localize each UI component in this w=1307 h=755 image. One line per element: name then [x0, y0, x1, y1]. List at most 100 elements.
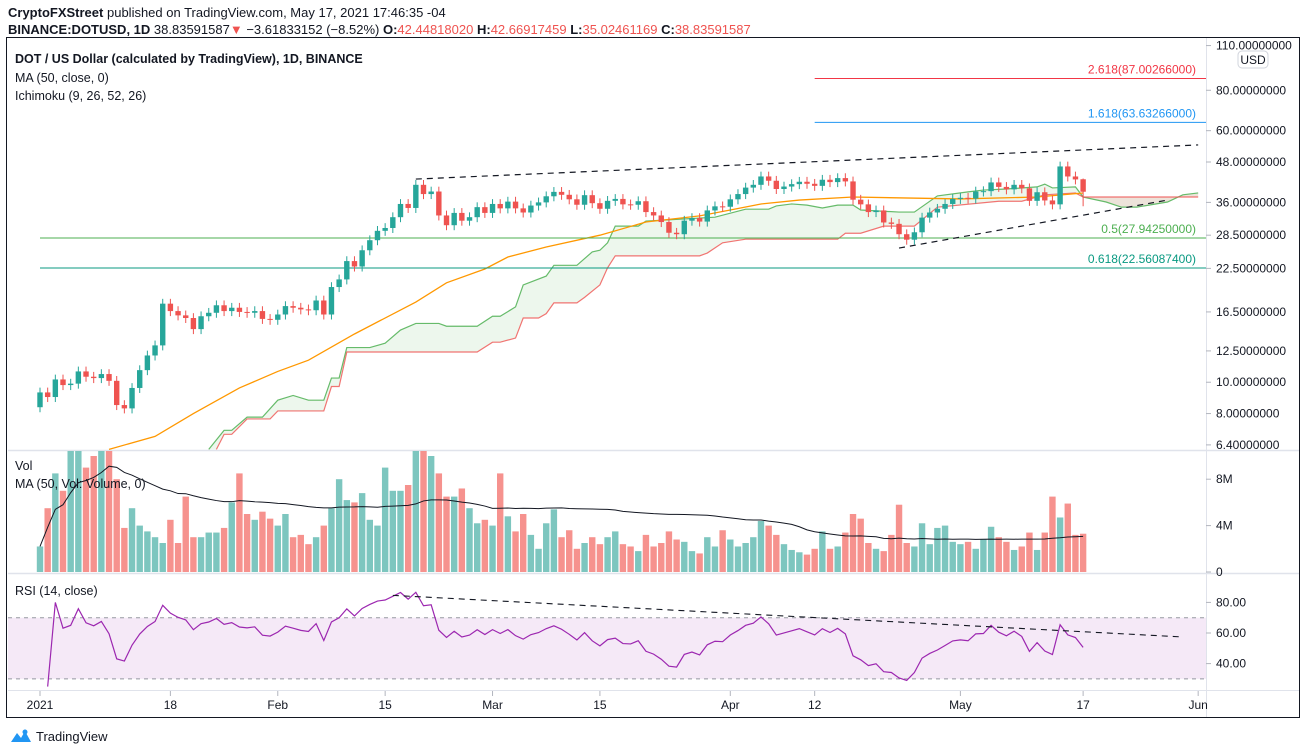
candle[interactable]	[152, 345, 158, 356]
volume-bar[interactable]	[1079, 533, 1087, 572]
candle[interactable]	[413, 184, 419, 208]
candle[interactable]	[1019, 184, 1025, 189]
volume-bar[interactable]	[980, 539, 987, 572]
volume-bar[interactable]	[397, 490, 404, 572]
candle[interactable]	[620, 198, 626, 205]
candle[interactable]	[382, 227, 388, 231]
trendline[interactable]	[415, 144, 1199, 180]
candle[interactable]	[673, 232, 680, 235]
candle[interactable]	[827, 179, 833, 183]
volume-bar[interactable]	[1003, 541, 1010, 572]
volume-bar[interactable]	[596, 544, 604, 572]
candle[interactable]	[474, 207, 480, 218]
volume-bar[interactable]	[573, 548, 581, 572]
volume-bar[interactable]	[849, 514, 857, 572]
candle[interactable]	[443, 215, 450, 226]
candle[interactable]	[466, 217, 473, 221]
candle[interactable]	[865, 204, 872, 213]
volume-bar[interactable]	[681, 541, 688, 572]
candle[interactable]	[996, 182, 1002, 187]
volume-bar[interactable]	[358, 493, 366, 572]
volume-bar[interactable]	[335, 479, 343, 572]
volume-bar[interactable]	[941, 525, 949, 572]
candle[interactable]	[788, 184, 795, 187]
candle[interactable]	[1026, 188, 1033, 201]
candle[interactable]	[773, 180, 780, 190]
candle[interactable]	[643, 201, 649, 213]
ichimoku-span-a[interactable]	[208, 183, 1199, 450]
volume-bar[interactable]	[236, 473, 243, 572]
trendline[interactable]	[898, 199, 1168, 249]
candle[interactable]	[98, 374, 105, 379]
candle[interactable]	[957, 197, 964, 199]
legend-volume[interactable]: Vol	[15, 459, 33, 473]
candle[interactable]	[566, 194, 572, 200]
volume-bar[interactable]	[1033, 549, 1041, 572]
candle[interactable]	[528, 205, 534, 213]
candle[interactable]	[842, 178, 849, 182]
volume-bar[interactable]	[144, 531, 151, 572]
volume-bar[interactable]	[1064, 503, 1071, 572]
volume-bar[interactable]	[688, 551, 696, 572]
volume-bar[interactable]	[282, 514, 289, 572]
volume-bar[interactable]	[558, 537, 565, 572]
volume-bar[interactable]	[458, 488, 466, 572]
volume-bar[interactable]	[742, 543, 749, 572]
tradingview-logo-text[interactable]: TradingView	[36, 728, 108, 744]
candle[interactable]	[650, 212, 657, 216]
volume-bar[interactable]	[512, 531, 519, 572]
volume-bar[interactable]	[995, 537, 1002, 572]
volume-ma-line[interactable]	[39, 465, 1084, 547]
candle[interactable]	[175, 311, 181, 316]
volume-bar[interactable]	[1018, 546, 1025, 572]
volume-bar[interactable]	[566, 530, 573, 572]
candle[interactable]	[328, 287, 335, 315]
volume-bar[interactable]	[343, 500, 350, 572]
legend-title[interactable]: DOT / US Dollar (calculated by TradingVi…	[15, 52, 363, 66]
publisher-name[interactable]: CryptoFXStreet	[8, 5, 104, 20]
volume-bar[interactable]	[658, 543, 665, 572]
candle[interactable]	[658, 215, 664, 223]
candle[interactable]	[604, 200, 611, 209]
candle[interactable]	[221, 305, 227, 312]
volume-bar[interactable]	[888, 534, 895, 572]
candle[interactable]	[811, 183, 818, 186]
volume-bar[interactable]	[834, 546, 841, 572]
volume-bar[interactable]	[274, 525, 281, 572]
volume-bar[interactable]	[450, 496, 458, 572]
candle[interactable]	[597, 203, 603, 209]
volume-bar[interactable]	[719, 530, 726, 572]
candle[interactable]	[37, 392, 43, 408]
volume-bar[interactable]	[67, 444, 74, 572]
candle[interactable]	[313, 300, 319, 311]
volume-bar[interactable]	[320, 525, 327, 572]
candle[interactable]	[520, 208, 526, 213]
candle[interactable]	[589, 195, 595, 204]
volume-bar[interactable]	[589, 537, 596, 572]
volume-bar[interactable]	[842, 532, 849, 572]
volume-bar[interactable]	[182, 496, 189, 572]
candle[interactable]	[857, 199, 864, 205]
volume-bar[interactable]	[757, 520, 765, 572]
candle[interactable]	[1065, 166, 1071, 177]
candle[interactable]	[213, 305, 220, 313]
volume-bar[interactable]	[427, 456, 435, 572]
volume-bar[interactable]	[128, 508, 136, 572]
volume-bar[interactable]	[964, 541, 972, 572]
volume-bar[interactable]	[903, 543, 910, 572]
rsi-line[interactable]	[47, 591, 1084, 687]
volume-bar[interactable]	[918, 523, 926, 572]
candle[interactable]	[459, 212, 465, 221]
candle[interactable]	[106, 374, 112, 381]
candle[interactable]	[397, 203, 404, 218]
candle[interactable]	[267, 318, 273, 320]
candle[interactable]	[834, 178, 841, 183]
volume-bar[interactable]	[75, 433, 82, 572]
candle[interactable]	[704, 210, 710, 222]
candle[interactable]	[627, 204, 634, 206]
volume-bar[interactable]	[389, 490, 397, 572]
volume-bar[interactable]	[750, 537, 757, 572]
candle[interactable]	[727, 199, 733, 207]
volume-bar[interactable]	[259, 511, 266, 572]
candle[interactable]	[1034, 192, 1040, 201]
